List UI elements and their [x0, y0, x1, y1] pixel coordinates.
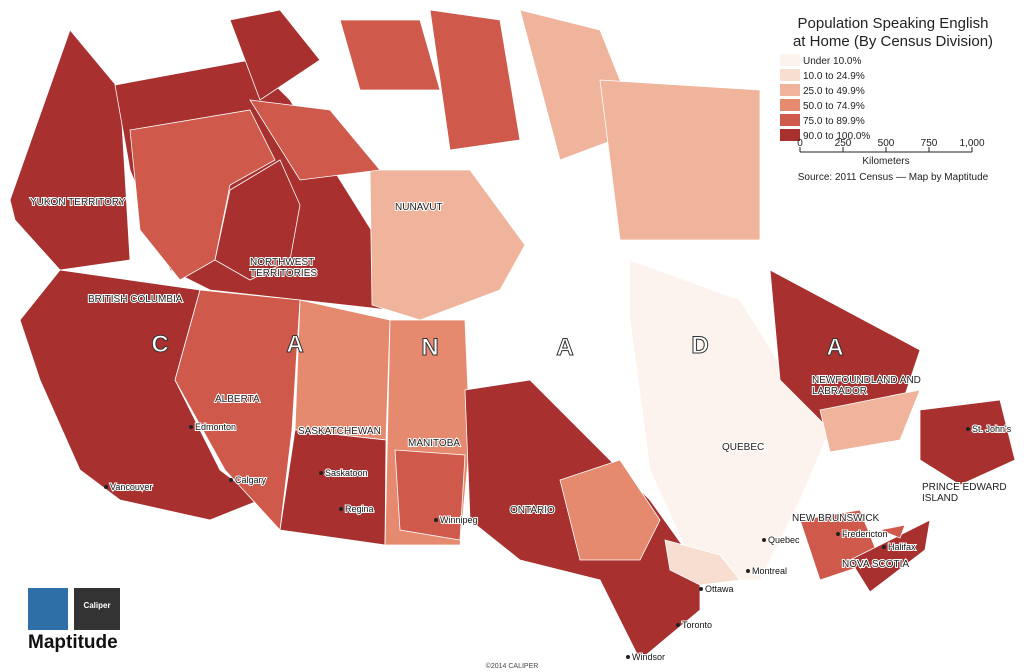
region-shape	[919, 399, 1016, 486]
region-label: PRINCE EDWARD ISLAND	[922, 482, 1007, 504]
region-shape	[629, 259, 831, 581]
region-shape	[229, 9, 321, 101]
region-shape	[214, 159, 301, 281]
region-label: MANITOBA	[408, 438, 460, 449]
city-dot	[966, 427, 970, 431]
map-letter: A	[556, 334, 573, 361]
logo-globe	[28, 588, 68, 630]
legend-swatch	[780, 114, 800, 126]
city-dot	[882, 545, 886, 549]
region-shape	[339, 19, 441, 91]
legend-label: 90.0 to 100.0%	[803, 131, 870, 142]
region-shape	[819, 389, 921, 453]
legend-swatch	[780, 54, 800, 66]
legend-label: Under 10.0%	[803, 56, 861, 67]
region-label: YUKON TERRITORY	[30, 197, 126, 208]
map-letter: C	[151, 331, 168, 358]
city-label: Ottawa	[705, 584, 734, 594]
scale-label: 500	[878, 138, 895, 149]
scale-label: 1,000	[959, 138, 984, 149]
region-shape	[599, 79, 761, 241]
city-dot	[746, 569, 750, 573]
city-label: Saskatoon	[325, 468, 368, 478]
legend-swatch	[780, 84, 800, 96]
region-label: ALBERTA	[215, 394, 260, 405]
region-shape	[559, 459, 661, 561]
city-dot	[699, 587, 703, 591]
region-shape	[249, 99, 381, 181]
region-shape	[294, 299, 391, 441]
scale-unit: Kilometers	[862, 156, 909, 167]
city-label: Fredericton	[842, 529, 888, 539]
city-dot	[434, 518, 438, 522]
copyright: ©2014 CALIPER	[486, 662, 539, 670]
region-shape	[279, 429, 387, 546]
city-label: Toronto	[682, 620, 712, 630]
region-label: QUEBEC	[722, 442, 764, 453]
city-label: Quebec	[768, 535, 800, 545]
region-label: NORTHWEST TERRITORIES	[250, 257, 317, 279]
region-shape	[429, 9, 521, 151]
legend-swatch	[780, 129, 800, 141]
source: Source: 2011 Census — Map by Maptitude	[798, 172, 989, 183]
city-dot	[676, 623, 680, 627]
city-label: Vancouver	[110, 482, 152, 492]
logo-name: Maptitude	[28, 632, 118, 653]
region-shape	[9, 29, 131, 271]
region-shape	[849, 519, 931, 593]
region-label: NEWFOUNDLAND AND LABRADOR	[812, 375, 921, 397]
scale-label: 750	[921, 138, 938, 149]
legend-title: at Home (By Census Division)	[793, 33, 993, 50]
city-dot	[229, 478, 233, 482]
map-letter: A	[286, 331, 303, 358]
legend-label: 10.0 to 24.9%	[803, 71, 865, 82]
region-label: BRITISH COLUMBIA	[88, 294, 183, 305]
legend-swatch	[780, 69, 800, 81]
legend-swatch	[780, 99, 800, 111]
city-dot	[762, 538, 766, 542]
legend-label: 75.0 to 89.9%	[803, 116, 865, 127]
map-letter: N	[421, 334, 438, 361]
city-label: Windsor	[632, 652, 665, 662]
map-letter: D	[691, 332, 708, 359]
logo-brand: Caliper	[83, 601, 110, 610]
city-label: Montreal	[752, 566, 787, 576]
map-letter: A	[826, 334, 843, 361]
region-label: NUNAVUT	[395, 202, 443, 213]
region-shape	[664, 539, 741, 586]
legend-label: 50.0 to 74.9%	[803, 101, 865, 112]
city-label: Halifax	[888, 542, 916, 552]
city-label: Calgary	[235, 475, 267, 485]
legend-title: Population Speaking English	[798, 15, 989, 32]
scale-label: 250	[835, 138, 852, 149]
city-dot	[836, 532, 840, 536]
city-dot	[626, 655, 630, 659]
city-dot	[339, 507, 343, 511]
city-label: Edmonton	[195, 422, 236, 432]
region-label: NOVA SCOTIA	[842, 559, 909, 570]
region-label: NEW BRUNSWICK	[792, 513, 880, 524]
region-shape	[369, 169, 526, 321]
region-label: SASKATCHEWAN	[298, 426, 381, 437]
scale-label: 0	[797, 138, 803, 149]
region-shape	[394, 449, 466, 541]
region-label: ONTARIO	[510, 505, 555, 516]
region-shape	[129, 109, 276, 281]
city-dot	[319, 471, 323, 475]
city-label: Regina	[345, 504, 374, 514]
city-dot	[189, 425, 193, 429]
city-dot	[104, 485, 108, 489]
region-shape	[878, 524, 906, 539]
logo-box	[74, 588, 120, 630]
city-label: St. John's	[972, 424, 1012, 434]
legend-label: 25.0 to 49.9%	[803, 86, 865, 97]
city-label: Winnipeg	[440, 515, 478, 525]
